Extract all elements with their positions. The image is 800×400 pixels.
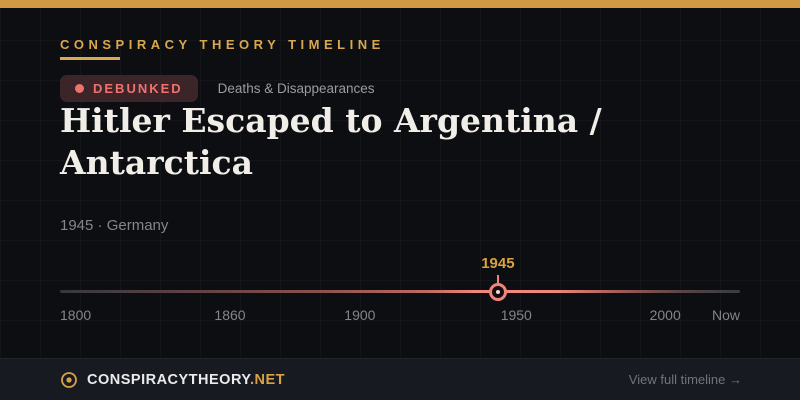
page-kicker: CONSPIRACY THEORY TIMELINE xyxy=(60,37,385,52)
tick-label: 1860 xyxy=(214,307,246,323)
top-accent-bar xyxy=(0,0,800,8)
marker-stem xyxy=(496,275,499,284)
brand-tld: .NET xyxy=(249,371,285,388)
status-dot-icon xyxy=(75,84,84,93)
brand-main: CONSPIRACYTHEORY xyxy=(87,371,250,388)
marker-center-dot xyxy=(495,289,500,294)
category-label: Deaths & Disappearances xyxy=(217,81,375,96)
tick-label: 2000 xyxy=(649,307,681,323)
tick-label: Now xyxy=(711,307,740,323)
status-label: DEBUNKED xyxy=(93,81,183,96)
event-meta-row: DEBUNKED Deaths & Disappearances xyxy=(60,75,375,102)
tick-label: 1800 xyxy=(60,307,92,323)
timeline-track xyxy=(60,290,740,293)
status-badge: DEBUNKED xyxy=(60,75,198,102)
kicker-underline xyxy=(60,57,120,60)
brand-link[interactable]: CONSPIRACYTHEORY.NET xyxy=(60,371,285,389)
marker-year-label: 1945 xyxy=(481,255,515,272)
timeline-marker[interactable] xyxy=(488,282,507,301)
tick-label: 1900 xyxy=(344,307,376,323)
tick-label: 1950 xyxy=(500,307,532,323)
footer-bar: CONSPIRACYTHEORY.NET View full timeline … xyxy=(0,358,800,400)
event-date-location: 1945 · Germany xyxy=(60,217,169,234)
eye-icon xyxy=(61,371,77,388)
view-full-timeline-link[interactable]: View full timeline → xyxy=(628,372,742,387)
brand-wordmark: CONSPIRACYTHEORY.NET xyxy=(87,372,285,388)
timeline-chart: 1945 1800 1860 1900 1950 2000 Now xyxy=(60,255,740,327)
event-title: Hitler Escaped to Argentina / Antarctica xyxy=(60,101,602,182)
timeline-tick-labels: 1800 1860 1900 1950 2000 Now xyxy=(60,307,740,325)
